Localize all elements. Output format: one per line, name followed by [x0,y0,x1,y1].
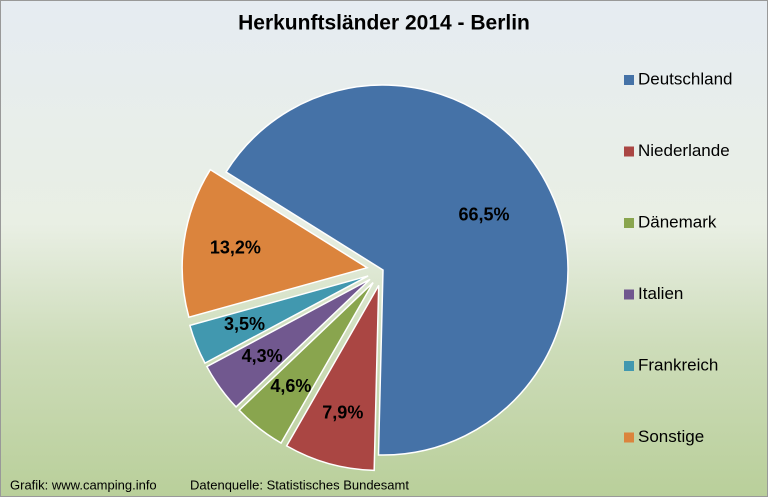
legend-label: Frankreich [638,355,718,374]
footer-source: Grafik: www.camping.info [10,477,157,492]
data-label: 4,3% [242,346,283,366]
pie-slice [238,282,374,445]
legend-swatch [624,75,634,85]
data-label: 13,2% [210,237,261,257]
data-label: 4,6% [270,376,311,396]
legend-label: Dänemark [638,212,717,231]
chart-title: Herkunftsländer 2014 - Berlin [238,12,530,35]
pie-slice [225,84,569,456]
pie-slice [181,168,370,319]
legend-label: Deutschland [638,69,733,88]
pie-slice [205,278,371,409]
legend-label: Niederlande [638,141,730,160]
legend-swatch [624,146,634,157]
footer-data: Datenquelle: Statistisches Bundesamt [190,477,409,492]
legend-swatch [624,289,634,300]
legend-label: Italien [638,284,683,303]
pie-slice [188,275,369,365]
data-label: 7,9% [322,402,363,422]
data-label: 3,5% [224,314,265,334]
pie-slice [285,285,380,472]
legend-swatch [624,361,634,371]
legend-swatch [624,218,634,228]
legend-swatch [624,432,634,443]
data-label: 66,5% [458,204,509,224]
legend-label: Sonstige [638,427,704,446]
